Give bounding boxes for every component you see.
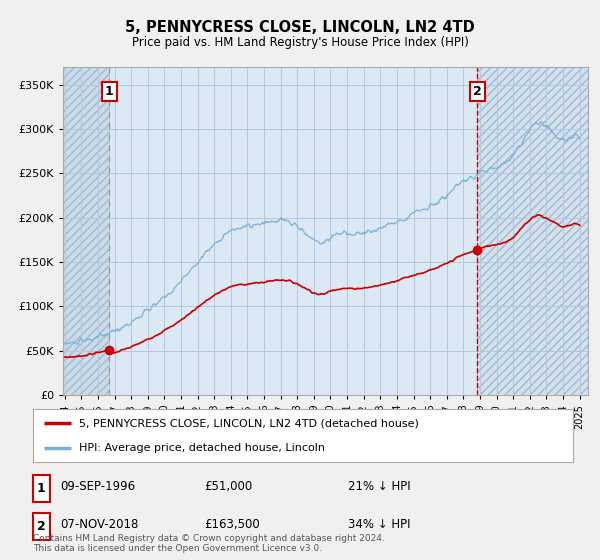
Text: £51,000: £51,000 — [204, 480, 252, 493]
Text: 2: 2 — [37, 520, 46, 533]
Text: 1: 1 — [105, 85, 114, 98]
Text: 07-NOV-2018: 07-NOV-2018 — [60, 518, 139, 531]
Bar — [478, 67, 588, 395]
Text: £163,500: £163,500 — [204, 518, 260, 531]
Text: HPI: Average price, detached house, Lincoln: HPI: Average price, detached house, Linc… — [79, 442, 325, 452]
Text: 5, PENNYCRESS CLOSE, LINCOLN, LN2 4TD: 5, PENNYCRESS CLOSE, LINCOLN, LN2 4TD — [125, 20, 475, 35]
Text: 1: 1 — [37, 482, 46, 495]
Bar — [478, 67, 588, 395]
Text: 2: 2 — [473, 85, 482, 98]
Bar — [63, 67, 109, 395]
Text: Contains HM Land Registry data © Crown copyright and database right 2024.
This d: Contains HM Land Registry data © Crown c… — [33, 534, 385, 553]
Bar — [63, 67, 109, 395]
Text: Price paid vs. HM Land Registry's House Price Index (HPI): Price paid vs. HM Land Registry's House … — [131, 36, 469, 49]
Text: 21% ↓ HPI: 21% ↓ HPI — [348, 480, 410, 493]
Text: 34% ↓ HPI: 34% ↓ HPI — [348, 518, 410, 531]
Text: 09-SEP-1996: 09-SEP-1996 — [60, 480, 135, 493]
Text: 5, PENNYCRESS CLOSE, LINCOLN, LN2 4TD (detached house): 5, PENNYCRESS CLOSE, LINCOLN, LN2 4TD (d… — [79, 418, 419, 428]
